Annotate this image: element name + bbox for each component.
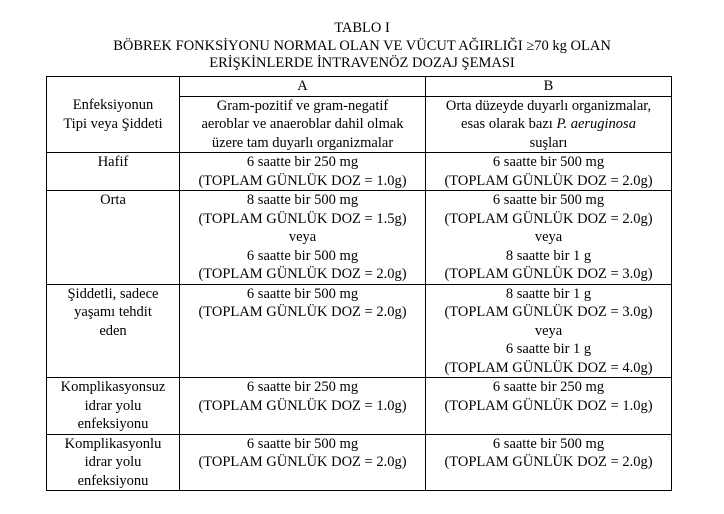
column-infection-type-header: Enfeksiyonun Tipi veya Şiddeti <box>46 96 180 153</box>
cell-text-line: 6 saatte bir 500 mg <box>492 435 605 452</box>
cell-text-line: veya <box>534 229 563 245</box>
cell-text-line: (TOPLAM GÜNLÜK DOZ = 2.0g) <box>198 304 407 320</box>
cell-text-line: idrar yolu <box>84 454 142 470</box>
header-text-line: Tipi veya Şiddeti <box>63 115 163 132</box>
cell-text-line: (TOPLAM GÜNLÜK DOZ = 2.0g) <box>198 266 407 282</box>
cell-text-line: (TOPLAM GÜNLÜK DOZ = 2.0g) <box>198 454 407 470</box>
header-letter-row: A B <box>46 76 672 97</box>
header-text-line: suşları <box>529 134 568 151</box>
cell-text-line: yaşamı tehdit <box>74 304 152 320</box>
table-row-severe: Şiddetli, sadece yaşamı tehdit eden 6 sa… <box>46 283 672 378</box>
dose-b-cell: 8 saatte bir 1 g (TOPLAM GÜNLÜK DOZ = 3.… <box>425 283 672 378</box>
cell-text-line: 6 saatte bir 500 mg <box>246 285 359 302</box>
cell-text-line: 6 saatte bir 500 mg <box>492 154 605 170</box>
header-text-line: Enfeksiyonun <box>72 97 154 113</box>
cell-text-line: (TOPLAM GÜNLÜK DOZ = 2.0g) <box>444 172 653 189</box>
cell-text-line: veya <box>288 229 317 245</box>
organism-name: P. aeruginosa <box>556 116 636 132</box>
header-description-row: Enfeksiyonun Tipi veya Şiddeti Gram-pozi… <box>46 95 672 153</box>
header-text-line: üzere tam duyarlı organizmalar <box>211 134 394 151</box>
dose-a-cell: 6 saatte bir 250 mg (TOPLAM GÜNLÜK DOZ =… <box>179 152 426 191</box>
dose-a-cell: 8 saatte bir 500 mg (TOPLAM GÜNLÜK DOZ =… <box>179 190 426 285</box>
cell-text-line: (TOPLAM GÜNLÜK DOZ = 1.0g) <box>198 397 407 414</box>
cell-text-line: Orta <box>100 192 126 208</box>
cell-text-line: 8 saatte bir 500 mg <box>246 192 359 208</box>
table-title-line-2: ERİŞKİNLERDE İNTRAVENÖZ DOZAJ ŞEMASI <box>209 55 515 71</box>
cell-text-line: enfeksiyonu <box>77 416 149 432</box>
cell-text-line: (TOPLAM GÜNLÜK DOZ = 3.0g) <box>444 304 653 320</box>
header-text-line: esas olarak bazı P. aeruginosa <box>428 115 669 134</box>
cell-text-line: 6 saatte bir 1 g <box>505 341 592 357</box>
cell-text-line: (TOPLAM GÜNLÜK DOZ = 2.0g) <box>444 454 653 470</box>
cell-text-line: enfeksiyonu <box>77 472 149 489</box>
dose-a-cell: 6 saatte bir 500 mg (TOPLAM GÜNLÜK DOZ =… <box>179 283 426 378</box>
dose-b-cell: 6 saatte bir 500 mg (TOPLAM GÜNLÜK DOZ =… <box>425 190 672 285</box>
cell-text-line: 6 saatte bir 500 mg <box>246 435 359 452</box>
cell-text-line: (TOPLAM GÜNLÜK DOZ = 1.5g) <box>198 210 407 227</box>
dosage-table: A B Enfeksiyonun Tipi veya Şiddeti Gram-… <box>46 76 672 491</box>
cell-text-line: 8 saatte bir 1 g <box>505 285 592 302</box>
header-corner-cell <box>46 76 180 96</box>
infection-type-cell: Orta <box>46 190 180 285</box>
infection-type-cell: Komplikasyonlu idrar yolu enfeksiyonu <box>46 433 180 491</box>
table-row-moderate: Orta 8 saatte bir 500 mg (TOPLAM GÜNLÜK … <box>46 190 672 285</box>
header-text-prefix: esas olarak bazı <box>461 116 557 132</box>
dose-a-cell: 6 saatte bir 250 mg (TOPLAM GÜNLÜK DOZ =… <box>179 377 426 435</box>
header-text-line: Gram-pozitif ve gram-negatif <box>216 97 389 114</box>
infection-type-cell: Hafif <box>46 152 180 191</box>
cell-text-line: eden <box>99 322 127 339</box>
dose-b-cell: 6 saatte bir 500 mg (TOPLAM GÜNLÜK DOZ =… <box>425 152 672 191</box>
cell-text-line: Komplikasyonlu <box>64 435 162 452</box>
column-b-header: Orta düzeyde duyarlı organizmalar, esas … <box>425 95 672 153</box>
column-a-header: Gram-pozitif ve gram-negatif aeroblar ve… <box>179 95 426 153</box>
table-title-line-1: BÖBREK FONKSİYONU NORMAL OLAN VE VÜCUT A… <box>113 38 611 54</box>
cell-text-line: (TOPLAM GÜNLÜK DOZ = 2.0g) <box>444 210 653 227</box>
cell-text-line: (TOPLAM GÜNLÜK DOZ = 4.0g) <box>444 359 653 376</box>
table-row-uncomplicated-uti: Komplikasyonsuz idrar yolu enfeksiyonu 6… <box>46 377 672 435</box>
cell-text-line: Hafif <box>97 154 129 170</box>
cell-text-line: 6 saatte bir 250 mg <box>246 379 359 395</box>
table-row-mild: Hafif 6 saatte bir 250 mg (TOPLAM GÜNLÜK… <box>46 152 672 191</box>
infection-type-cell: Şiddetli, sadece yaşamı tehdit eden <box>46 283 180 378</box>
table-number: TABLO I <box>334 20 390 36</box>
column-b-letter: B <box>425 76 672 97</box>
header-text-line: aeroblar ve anaeroblar dahil olmak <box>201 116 404 132</box>
table-row-complicated-uti: Komplikasyonlu idrar yolu enfeksiyonu 6 … <box>46 433 672 491</box>
cell-text-line: Şiddetli, sadece <box>67 285 159 302</box>
cell-text-line: idrar yolu <box>84 397 142 414</box>
cell-text-line: 8 saatte bir 1 g <box>505 247 592 264</box>
dose-b-cell: 6 saatte bir 500 mg (TOPLAM GÜNLÜK DOZ =… <box>425 433 672 491</box>
cell-text-line: (TOPLAM GÜNLÜK DOZ = 3.0g) <box>444 266 653 282</box>
dose-b-cell: 6 saatte bir 250 mg (TOPLAM GÜNLÜK DOZ =… <box>425 377 672 435</box>
column-a-letter: A <box>179 76 426 97</box>
header-text-line: Orta düzeyde duyarlı organizmalar, <box>445 97 652 114</box>
cell-text-line: 6 saatte bir 500 mg <box>492 192 605 208</box>
cell-text-line: 6 saatte bir 250 mg <box>246 154 359 170</box>
cell-text-line: 6 saatte bir 500 mg <box>246 247 359 264</box>
cell-text-line: 6 saatte bir 250 mg <box>492 379 605 395</box>
cell-text-line: (TOPLAM GÜNLÜK DOZ = 1.0g) <box>198 172 407 189</box>
cell-text-line: veya <box>534 322 563 339</box>
cell-text-line: Komplikasyonsuz <box>60 379 166 395</box>
dose-a-cell: 6 saatte bir 500 mg (TOPLAM GÜNLÜK DOZ =… <box>179 433 426 491</box>
cell-text-line: (TOPLAM GÜNLÜK DOZ = 1.0g) <box>444 397 653 414</box>
infection-type-cell: Komplikasyonsuz idrar yolu enfeksiyonu <box>46 377 180 435</box>
